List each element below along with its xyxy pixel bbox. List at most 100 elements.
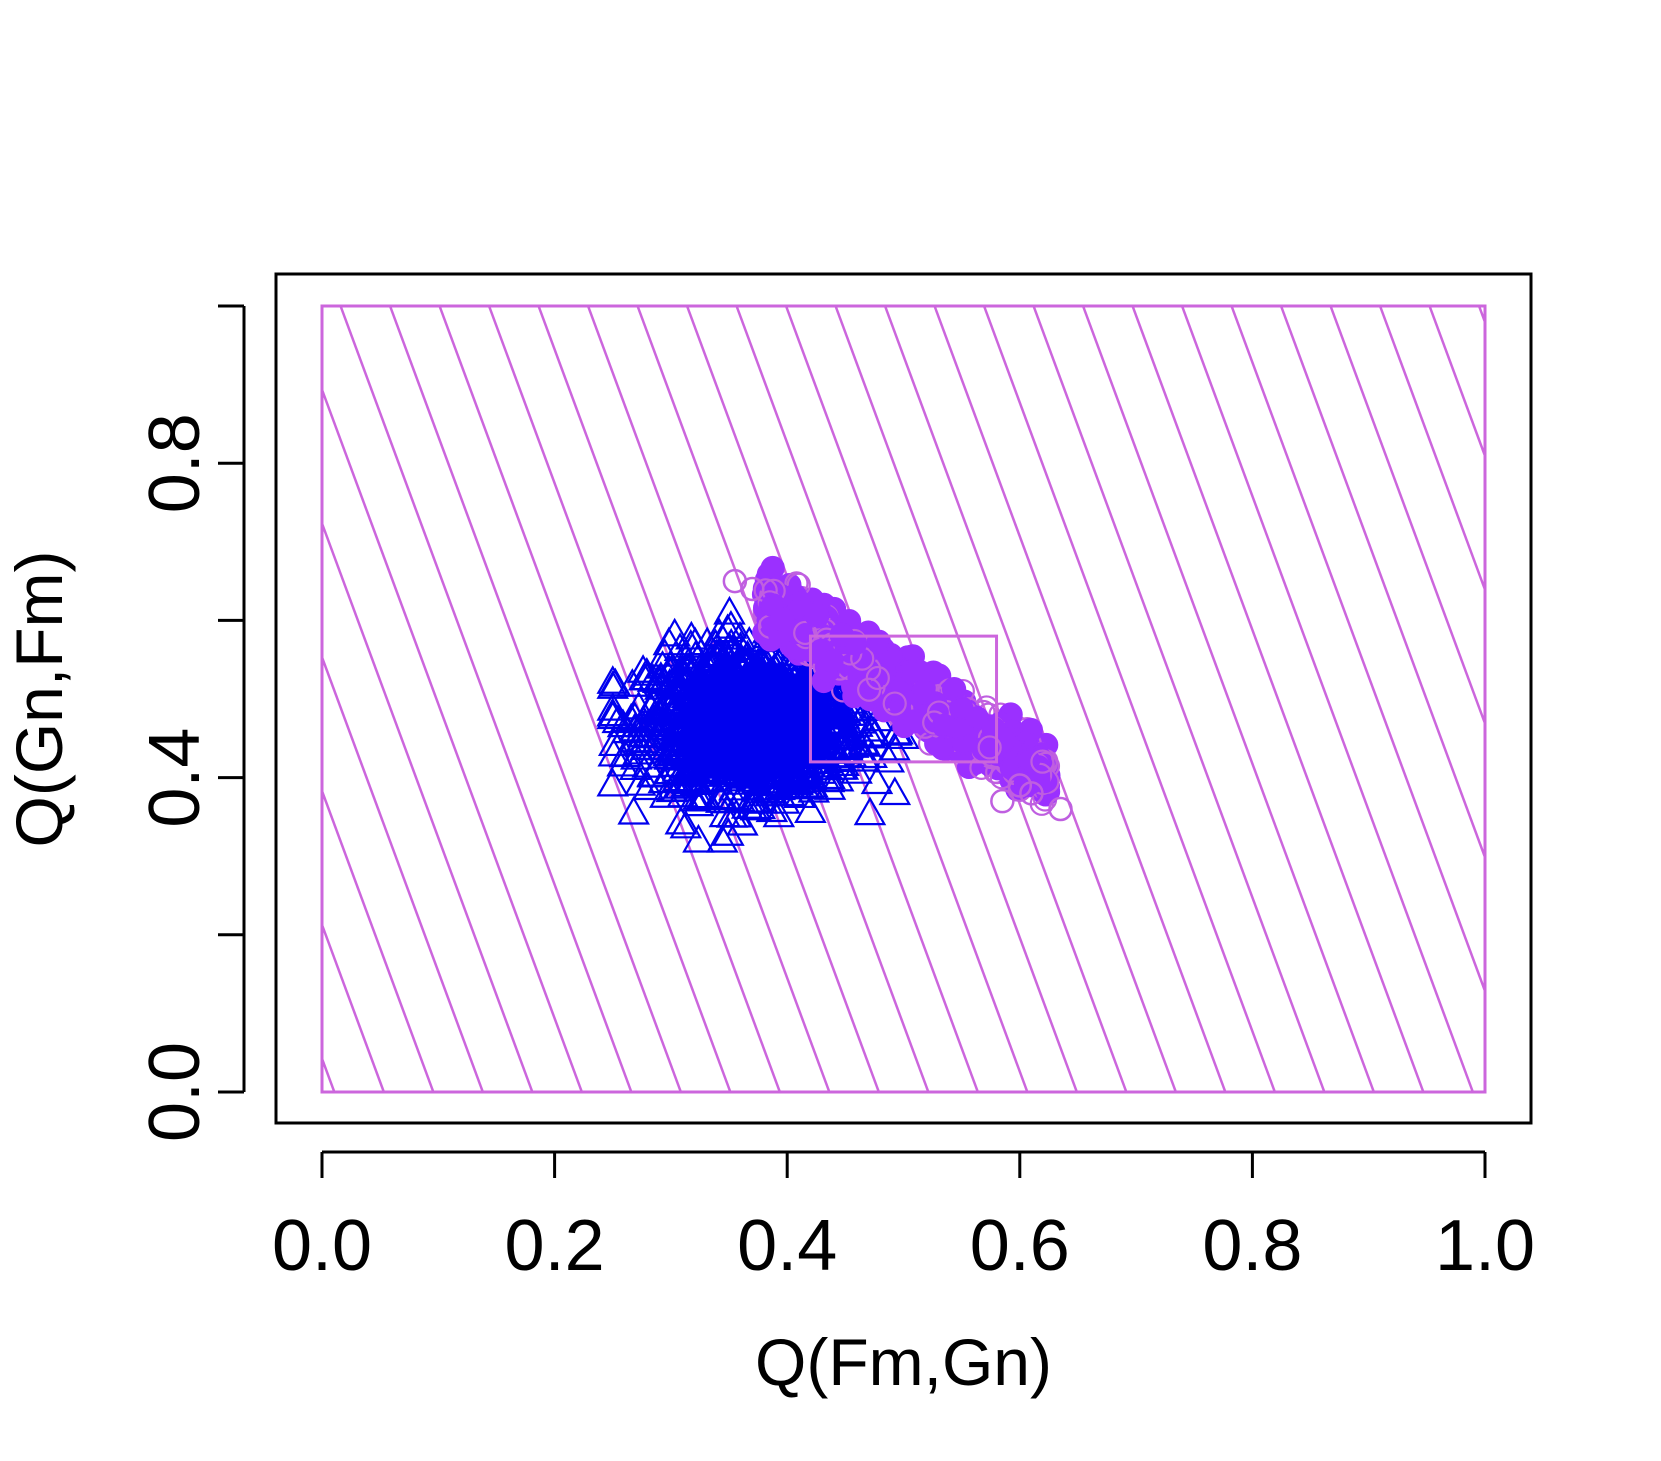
triangle-point: [677, 782, 711, 812]
y-axis-title: Q(Gn,Fm): [2, 551, 76, 848]
triangle-point: [689, 690, 723, 720]
circle-point: [889, 678, 914, 704]
hatch-line: [1477, 306, 1485, 326]
triangle-point: [878, 776, 912, 806]
circle-point: [740, 576, 765, 602]
triangle-point: [710, 731, 744, 761]
y-tick-label: 0.0: [135, 1042, 215, 1142]
hatch-line: [322, 386, 584, 1092]
triangle-point: [723, 783, 757, 813]
triangle-point: [692, 665, 726, 695]
triangle-point: [843, 704, 877, 734]
x-axis-title: Q(Fm,Gn): [755, 1325, 1052, 1399]
hatch-line: [1081, 306, 1376, 1092]
triangle-point: [708, 718, 742, 747]
circle-point: [1030, 749, 1055, 774]
triangle-point: [619, 723, 653, 753]
triangle-point: [714, 627, 748, 657]
hatch-line: [1230, 306, 1485, 995]
hatch-line: [339, 306, 633, 1092]
triangle-point: [854, 712, 888, 742]
hatch-line: [1279, 306, 1485, 861]
circle-point: [931, 713, 957, 738]
triangle-point: [726, 806, 759, 836]
x-tick-label: 0.8: [1202, 1206, 1302, 1286]
circle-point: [1007, 773, 1033, 798]
triangle-point: [712, 817, 745, 846]
triangle-point: [755, 793, 789, 823]
triangle-point: [714, 609, 748, 639]
y-tick-label: 0.4: [135, 728, 215, 828]
x-tick-label: 0.2: [505, 1206, 605, 1286]
triangle-point: [778, 696, 811, 725]
triangle-point: [761, 650, 794, 680]
triangle-point: [808, 717, 841, 746]
triangle-point: [597, 727, 631, 757]
hatch-line: [933, 306, 1227, 1092]
circle-point: [949, 696, 974, 721]
x-tick-label: 0.4: [737, 1206, 837, 1286]
triangle-point: [780, 653, 813, 683]
circle-point: [793, 620, 818, 646]
triangle-point: [697, 686, 730, 716]
triangle-point: [723, 620, 757, 650]
circle-point: [882, 691, 907, 716]
x-tick-label: 0.6: [970, 1206, 1070, 1286]
triangle-point: [739, 784, 773, 814]
highlight-box: [808, 634, 999, 764]
hatch-line: [883, 306, 1178, 1092]
triangle-point: [697, 681, 730, 711]
triangle-point: [807, 748, 840, 778]
hatch-line: [1180, 306, 1475, 1092]
triangle-point: [630, 657, 664, 686]
circle-point: [1048, 796, 1073, 822]
triangle-point: [794, 794, 827, 824]
triangle-point: [721, 736, 754, 766]
triangle-point: [812, 763, 846, 793]
triangle-point: [682, 823, 715, 853]
triangle-point: [631, 748, 664, 778]
triangle-point: [742, 707, 775, 736]
triangle-point: [664, 805, 698, 835]
circle-point: [911, 679, 936, 705]
circle-point: [722, 568, 748, 594]
triangle-point: [648, 638, 682, 667]
hatch-line: [1378, 306, 1485, 594]
x-axis: 0.0 0.2 0.4 0.6 0.8 1.0: [272, 1150, 1535, 1286]
triangle-point: [746, 672, 779, 702]
triangle-point: [853, 796, 887, 826]
circle-series: [722, 555, 1073, 822]
triangle-point: [678, 672, 711, 701]
triangle-point: [790, 707, 824, 736]
triangle-point: [670, 676, 704, 705]
y-tick-label: 0.8: [135, 413, 215, 513]
y-axis: 0.0 0.4 0.8: [135, 304, 246, 1142]
triangle-point: [769, 675, 803, 705]
triangle-point: [657, 737, 690, 766]
triangle-point: [674, 754, 708, 784]
triangle-point: [739, 651, 773, 680]
hatch-line: [438, 306, 732, 1092]
triangle-point: [596, 692, 630, 721]
triangle-point: [658, 617, 691, 647]
hatch-line: [1529, 306, 1661, 1092]
triangle-point: [623, 767, 657, 796]
triangle-point: [713, 595, 746, 625]
circle-point: [900, 659, 925, 684]
hatch-line: [1032, 306, 1326, 1092]
triangle-point: [737, 747, 770, 776]
plot-frame: [274, 272, 1533, 1125]
triangle-point: [644, 670, 677, 700]
hatch-line: [1329, 306, 1485, 728]
circle-point: [865, 665, 890, 691]
triangle-point: [807, 686, 841, 716]
triangle-point: [683, 710, 717, 739]
hatch-line: [1628, 306, 1661, 1092]
triangle-point: [813, 771, 847, 800]
triangle-point: [749, 708, 783, 738]
triangle-point: [752, 745, 785, 775]
triangle-point: [733, 704, 766, 733]
circle-point: [804, 603, 829, 628]
triangle-point: [672, 646, 706, 675]
triangle-point: [596, 767, 630, 797]
